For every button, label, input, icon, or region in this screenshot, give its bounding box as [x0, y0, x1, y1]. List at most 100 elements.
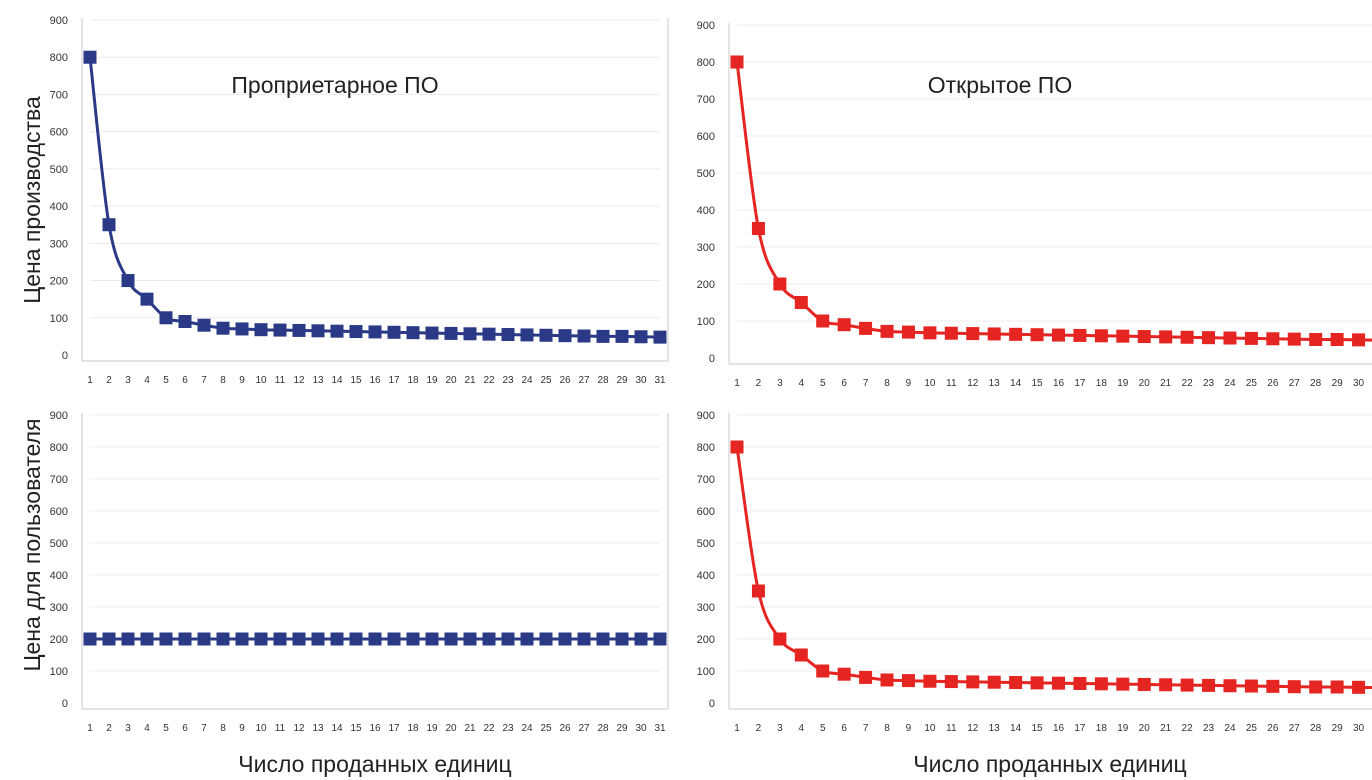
data-point-marker: [254, 323, 268, 337]
data-point-marker: [520, 632, 534, 646]
x-axis-label-left: Число проданных единиц: [238, 751, 511, 777]
x-tick-label: 18: [407, 723, 419, 734]
y-tick-label: 100: [697, 666, 715, 678]
x-tick-label: 25: [540, 723, 552, 734]
x-tick-label: 8: [884, 723, 890, 734]
x-tick-label: 22: [1182, 378, 1194, 389]
data-point-marker: [773, 632, 787, 646]
y-tick-label: 700: [50, 474, 68, 486]
x-tick-label: 31: [654, 723, 666, 734]
data-point-marker: [1266, 679, 1280, 693]
x-tick-label: 9: [906, 378, 912, 389]
data-point-marker: [1352, 680, 1366, 694]
data-point-marker: [634, 330, 648, 344]
x-tick-label: 29: [1332, 723, 1344, 734]
data-point-marker: [444, 632, 458, 646]
y-tick-label: 300: [697, 602, 715, 614]
data-point-marker: [501, 632, 515, 646]
series-line: [735, 61, 1372, 342]
data-point-marker: [987, 327, 1001, 341]
x-tick-label: 20: [1139, 723, 1151, 734]
x-tick-label: 29: [616, 375, 628, 386]
x-tick-label: 14: [1010, 723, 1022, 734]
x-tick-label: 6: [841, 723, 847, 734]
x-tick-label: 10: [924, 723, 936, 734]
x-tick-label: 14: [331, 375, 343, 386]
data-point-marker: [83, 632, 97, 646]
data-point-marker: [520, 328, 534, 342]
x-tick-label: 6: [841, 378, 847, 389]
data-point-marker: [1180, 330, 1194, 344]
x-tick-label: 6: [182, 375, 188, 386]
y-tick-label: 100: [50, 313, 68, 325]
data-point-marker: [216, 321, 230, 335]
x-tick-label: 10: [255, 375, 267, 386]
data-point-marker: [121, 632, 135, 646]
x-tick-label: 5: [163, 723, 169, 734]
data-point-marker: [1030, 328, 1044, 342]
data-point-marker: [102, 218, 116, 232]
x-tick-label: 28: [597, 375, 609, 386]
x-tick-label: 30: [635, 375, 647, 386]
x-tick-label: 2: [756, 378, 762, 389]
x-tick-label: 30: [635, 723, 647, 734]
x-tick-label: 27: [1289, 378, 1301, 389]
x-tick-label: 16: [1053, 378, 1065, 389]
x-tick-label: 9: [239, 723, 245, 734]
x-tick-label: 24: [1224, 723, 1236, 734]
data-point-marker: [730, 55, 744, 69]
data-point-marker: [254, 632, 268, 646]
y-tick-label: 0: [709, 353, 715, 365]
data-point-marker: [140, 632, 154, 646]
x-tick-label: 25: [1246, 723, 1258, 734]
x-tick-label: 17: [1074, 723, 1086, 734]
x-tick-label: 9: [239, 375, 245, 386]
data-point-marker: [880, 673, 894, 687]
data-point-marker: [235, 632, 249, 646]
x-tick-label: 4: [799, 378, 805, 389]
y-tick-label: 400: [697, 205, 715, 217]
x-axis-label-right: Число проданных единиц: [913, 751, 1186, 777]
y-tick-label: 600: [50, 127, 68, 139]
x-tick-label: 11: [946, 723, 957, 734]
data-point-marker: [634, 632, 648, 646]
data-point-marker: [1094, 677, 1108, 691]
x-tick-label: 26: [1267, 378, 1279, 389]
y-tick-label: 700: [697, 474, 715, 486]
data-point-marker: [558, 632, 572, 646]
data-point-marker: [1094, 329, 1108, 343]
x-tick-label: 8: [220, 723, 226, 734]
x-tick-label: 3: [125, 723, 131, 734]
data-point-marker: [1009, 676, 1023, 690]
x-tick-label: 16: [369, 375, 381, 386]
x-tick-label: 18: [407, 375, 419, 386]
x-tick-label: 25: [540, 375, 552, 386]
data-point-marker: [1330, 333, 1344, 346]
series-line: [735, 446, 1372, 690]
data-point-marker: [482, 632, 496, 646]
y-tick-label: 600: [697, 131, 715, 143]
x-tick-label: 6: [182, 723, 188, 734]
data-point-marker: [923, 326, 937, 340]
data-point-marker: [102, 632, 116, 646]
data-point-marker: [1116, 677, 1130, 691]
y-tick-label: 800: [50, 442, 68, 454]
x-tick-label: 12: [967, 378, 979, 389]
data-point-marker: [1159, 330, 1173, 344]
y-tick-label: 500: [50, 538, 68, 550]
data-point-marker: [425, 632, 439, 646]
x-tick-label: 13: [989, 378, 1001, 389]
x-tick-label: 1: [87, 375, 93, 386]
data-point-marker: [816, 664, 830, 678]
data-point-marker: [615, 329, 629, 343]
data-point-marker: [837, 667, 851, 681]
data-point-marker: [159, 311, 173, 325]
data-point-marker: [273, 632, 287, 646]
x-tick-label: 5: [163, 375, 169, 386]
y-axis-label-production: Цена производства: [19, 96, 45, 304]
data-point-marker: [482, 327, 496, 341]
data-point-marker: [751, 584, 765, 598]
data-point-marker: [751, 222, 765, 235]
